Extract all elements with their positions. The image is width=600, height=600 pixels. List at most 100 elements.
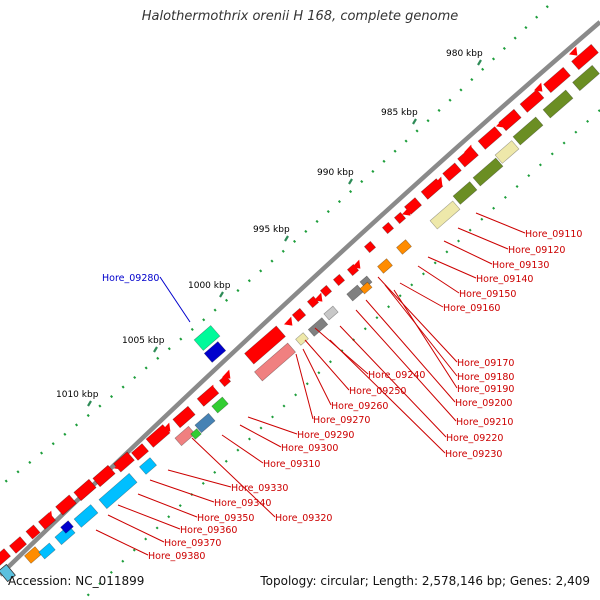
gene-block-orange (377, 258, 393, 274)
gene-block-orange (396, 239, 412, 255)
label-connector (221, 434, 264, 464)
gene-label-hore_09140: Hore_09140 (476, 274, 533, 285)
gene-block-yellow (429, 200, 461, 230)
gene-arrowhead (434, 176, 443, 186)
gene-block-cyan (98, 472, 138, 510)
gene-block-forward (55, 494, 77, 516)
label-connector (302, 348, 332, 406)
gene-label-hore_09370: Hore_09370 (164, 538, 221, 549)
accession-text: Accession: NC_011899 (8, 574, 145, 588)
gene-arrowhead (284, 316, 293, 326)
gene-label-hore_09110: Hore_09110 (525, 229, 582, 240)
label-connector (295, 353, 314, 420)
gene-label-hore_09200: Hore_09200 (455, 398, 512, 409)
tick-mark (348, 178, 353, 185)
gene-block-olive (472, 157, 504, 187)
gene-block-lightgray (323, 305, 339, 321)
gene-block-yellow (494, 140, 520, 164)
tick-label: 1010 kbp (56, 390, 99, 400)
label-connector (314, 327, 369, 375)
gene-block-green (190, 428, 202, 440)
gene-label-hore_09320: Hore_09320 (275, 513, 332, 524)
gene-block-forward (381, 221, 395, 235)
inner-dotted-arc (84, 109, 600, 599)
gene-label-hore_09330: Hore_09330 (231, 483, 288, 494)
gene-block-pink (174, 425, 196, 447)
label-connector (167, 469, 232, 488)
gene-arrowhead (162, 422, 171, 432)
gene-block-olive (542, 89, 574, 119)
label-connector (117, 504, 181, 530)
tick-label: 980 kbp (446, 49, 483, 59)
gene-block-cyan (54, 524, 76, 546)
gene-label-hore_09160: Hore_09160 (443, 303, 500, 314)
gene-block-olive (572, 64, 600, 92)
gene-label-hore_09130: Hore_09130 (492, 260, 549, 271)
gene-arrowhead (569, 46, 578, 56)
label-connector (355, 309, 457, 422)
gene-label-hore_09250: Hore_09250 (349, 386, 406, 397)
label-connector (417, 265, 460, 294)
gene-label-hore_09230: Hore_09230 (445, 449, 502, 460)
tick-mark (153, 346, 158, 353)
gene-label-hore_09270: Hore_09270 (313, 415, 370, 426)
label-connector (443, 240, 493, 265)
label-connector (137, 493, 198, 518)
outer-dotted-arc (0, 5, 549, 487)
corner-feature-icon (0, 563, 16, 583)
gene-label-hore_09210: Hore_09210 (456, 417, 513, 428)
kbp-ticks: 980 kbp 985 kbp 990 kbp 995 kbp 1000 kbp 1005… (56, 49, 483, 407)
gene-label-hore_09280: Hore_09280 (102, 273, 159, 284)
gene-arrowhead (114, 460, 123, 470)
gene-block-forward (363, 240, 377, 254)
gene-block-forward (73, 478, 97, 502)
gene-block-forward (571, 43, 599, 71)
gene-block-cyan (38, 542, 56, 560)
gene-block-forward (9, 536, 27, 554)
label-connector (384, 284, 458, 377)
gene-label-hore_09380: Hore_09380 (148, 551, 205, 562)
label-connector (457, 227, 509, 250)
gene-block-gray (346, 284, 364, 302)
gene-label-hore_09170: Hore_09170 (457, 358, 514, 369)
gene-block-forward (457, 146, 479, 168)
gene-block-forward (131, 443, 149, 461)
gene-arrowhead (402, 206, 411, 216)
gene-arrowhead (464, 144, 473, 154)
gene-label-hore_09220: Hore_09220 (446, 433, 503, 444)
gene-block-forward (442, 162, 462, 182)
tick-mark (477, 59, 482, 66)
label-connector (239, 424, 282, 448)
tick-label: 985 kbp (381, 108, 418, 118)
label-connector (191, 437, 276, 518)
label-connector (339, 325, 447, 438)
tick-label: 995 kbp (253, 225, 290, 235)
label-connector (377, 276, 458, 363)
label-connector (247, 416, 298, 435)
genome-summary-text: Topology: circular; Length: 2,578,146 bp… (260, 574, 590, 588)
gene-block-forward (25, 524, 41, 540)
gene-label-hore_09260: Hore_09260 (331, 401, 388, 412)
gene-label-hore_09240: Hore_09240 (368, 370, 425, 381)
gene-arrowhead (314, 292, 323, 302)
label-connector (393, 289, 458, 389)
gene-block-forward (0, 548, 11, 566)
gene-label-hore_09360: Hore_09360 (180, 525, 237, 536)
label-connector (427, 256, 477, 279)
gene-label-hore_09120: Hore_09120 (508, 245, 565, 256)
label-connector (149, 479, 215, 503)
gene-block-cyan (139, 457, 157, 475)
tick-mark (87, 400, 92, 407)
gene-block-blue (60, 520, 74, 534)
gene-block-forward (113, 451, 135, 473)
gene-label-hore_09290: Hore_09290 (297, 430, 354, 441)
gene-label-hore_09340: Hore_09340 (214, 498, 271, 509)
gene-block-green (211, 396, 229, 414)
gene-block-yellow (295, 332, 309, 346)
gene-label-hore_09150: Hore_09150 (459, 289, 516, 300)
genome-backbone (0, 20, 600, 577)
tick-label: 1000 kbp (188, 281, 231, 291)
gene-arrowhead (206, 384, 215, 394)
gene-block-aqua (193, 325, 221, 351)
